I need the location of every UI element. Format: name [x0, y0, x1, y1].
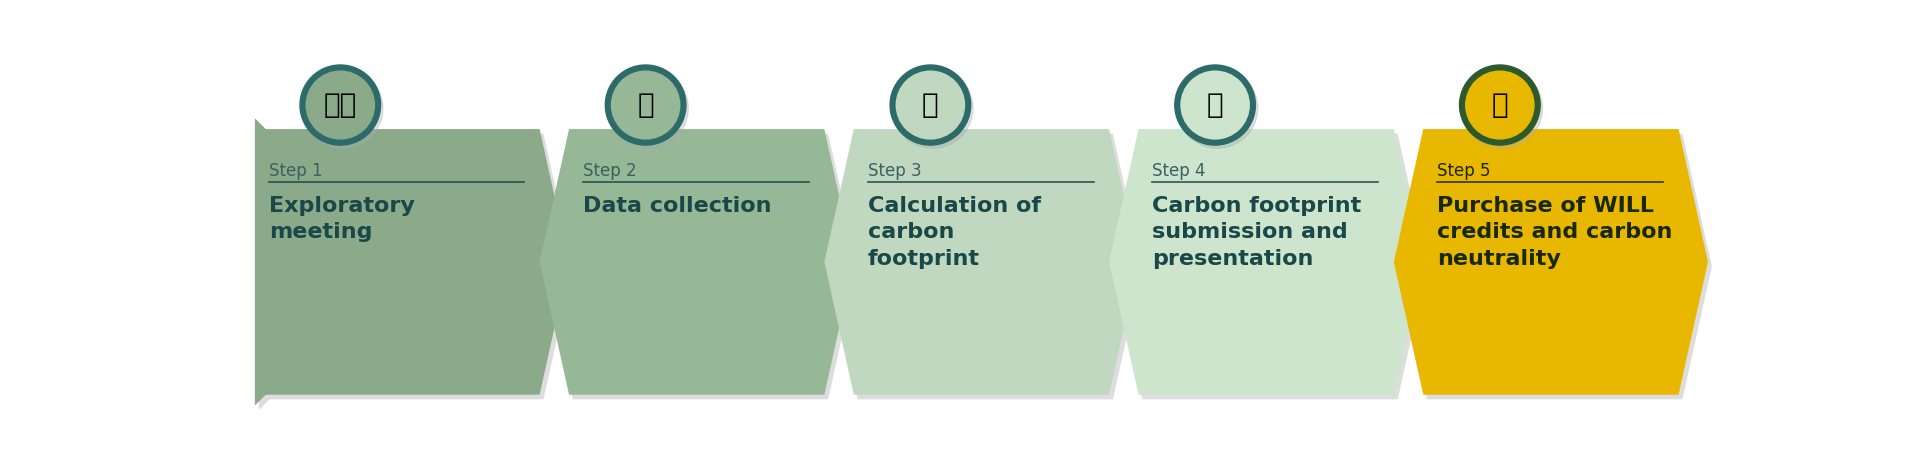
Circle shape: [306, 71, 375, 139]
Text: Calculation of
carbon
footprint: Calculation of carbon footprint: [867, 196, 1039, 269]
Polygon shape: [540, 129, 854, 395]
Text: 👥💬: 👥💬: [323, 91, 356, 119]
Circle shape: [607, 68, 687, 148]
Text: Step 2: Step 2: [582, 163, 635, 180]
Circle shape: [1181, 71, 1248, 139]
Circle shape: [896, 71, 965, 139]
Polygon shape: [1108, 129, 1422, 395]
Circle shape: [605, 65, 685, 145]
Text: Step 5: Step 5: [1437, 163, 1489, 180]
Circle shape: [1173, 65, 1256, 145]
Polygon shape: [1393, 129, 1707, 395]
Text: Carbon footprint
submission and
presentation: Carbon footprint submission and presenta…: [1152, 196, 1361, 269]
Circle shape: [1464, 71, 1533, 139]
Circle shape: [1177, 68, 1257, 148]
Polygon shape: [823, 129, 1139, 395]
Circle shape: [611, 71, 679, 139]
Circle shape: [300, 65, 381, 145]
Polygon shape: [1112, 134, 1426, 399]
Text: Step 3: Step 3: [867, 163, 921, 180]
Text: 🧮: 🧮: [921, 91, 938, 119]
Circle shape: [890, 65, 970, 145]
Polygon shape: [1397, 134, 1711, 399]
Polygon shape: [544, 134, 857, 399]
Text: 📋: 📋: [1491, 91, 1508, 119]
Polygon shape: [255, 118, 568, 405]
Text: Exploratory
meeting: Exploratory meeting: [268, 196, 415, 242]
Circle shape: [1458, 65, 1539, 145]
Text: Step 1: Step 1: [268, 163, 322, 180]
Polygon shape: [258, 123, 572, 410]
Text: Step 4: Step 4: [1152, 163, 1206, 180]
Text: Purchase of WILL
credits and carbon
neutrality: Purchase of WILL credits and carbon neut…: [1437, 196, 1671, 269]
Circle shape: [302, 68, 383, 148]
Polygon shape: [827, 134, 1143, 399]
Text: 📊: 📊: [1206, 91, 1223, 119]
Circle shape: [1460, 68, 1541, 148]
Circle shape: [892, 68, 972, 148]
Text: Data collection: Data collection: [582, 196, 771, 216]
Text: 🗄: 🗄: [637, 91, 653, 119]
